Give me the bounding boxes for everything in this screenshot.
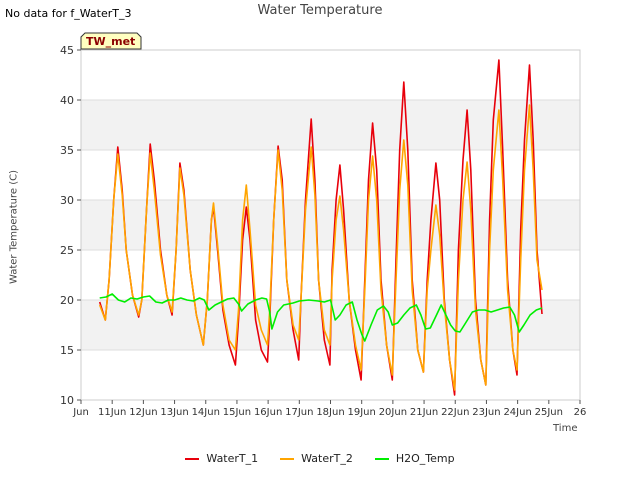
x-tick-label: 21Jun — [410, 407, 438, 418]
legend-item-watert-1: WaterT_1 — [185, 452, 258, 465]
x-tick-label: Jun — [72, 407, 89, 418]
grid-band — [81, 200, 580, 250]
y-tick-label: 30 — [60, 194, 74, 207]
x-tick-label: 22Jun — [441, 407, 469, 418]
badge-shape — [80, 32, 142, 50]
chart-title: Water Temperature — [257, 3, 383, 18]
x-tick-label: 18Jun — [316, 407, 344, 418]
y-tick-label: 10 — [60, 394, 74, 407]
x-tick-label: 15Jun — [223, 407, 251, 418]
x-axis: Jun 11Jun 12Jun 13Jun 14Jun 15Jun 16Jun 17Jun 18… — [72, 400, 586, 418]
legend-item-h2o-temp: H2O_Temp — [374, 452, 455, 465]
y-tick-label: 15 — [60, 344, 74, 357]
legend: WaterT_1 WaterT_2 H2O_Temp — [0, 452, 640, 465]
x-tick-label: 11Jun — [98, 407, 126, 418]
x-tick-label: 13Jun — [160, 407, 188, 418]
y-tick-label: 20 — [60, 294, 74, 307]
x-tick-label: 23Jun — [472, 407, 500, 418]
x-tick-label: 19Jun — [348, 407, 376, 418]
legend-item-watert-2: WaterT_2 — [280, 452, 353, 465]
y-tick-label: 25 — [60, 244, 74, 257]
x-tick-label: 26 — [574, 407, 587, 418]
x-tick-label: 14Jun — [192, 407, 220, 418]
x-tick-label: 25Jun — [535, 407, 563, 418]
series-line-h2o-temp — [99, 293, 543, 342]
x-tick-label: 16Jun — [254, 407, 282, 418]
y-tick-label: 40 — [60, 94, 74, 107]
legend-swatch-watert-1 — [185, 457, 200, 460]
legend-swatch-watert-2 — [280, 457, 295, 460]
x-axis-label: Time — [553, 423, 578, 434]
site-badge: TW_met — [86, 35, 136, 48]
y-axis: 10 15 20 25 30 35 40 45 — [60, 44, 81, 407]
series-line-watert-2 — [98, 104, 543, 391]
grid-band — [81, 100, 580, 150]
no-data-note: No data for f_WaterT_3 — [5, 7, 132, 20]
y-tick-label: 35 — [60, 144, 74, 157]
legend-swatch-h2o-temp — [374, 457, 389, 460]
legend-label-h2o-temp: H2O_Temp — [395, 452, 455, 465]
x-tick-label: 12Jun — [129, 407, 157, 418]
y-axis-label: Water Temperature (C) — [8, 169, 20, 285]
legend-label-watert-2: WaterT_2 — [301, 452, 353, 465]
legend-label-watert-1: WaterT_1 — [206, 452, 259, 465]
x-tick-label: 24Jun — [503, 407, 531, 418]
x-tick-label: 20Jun — [379, 407, 407, 418]
series-layer — [98, 59, 543, 396]
y-tick-label: 45 — [60, 44, 74, 57]
x-tick-label: 17Jun — [285, 407, 313, 418]
